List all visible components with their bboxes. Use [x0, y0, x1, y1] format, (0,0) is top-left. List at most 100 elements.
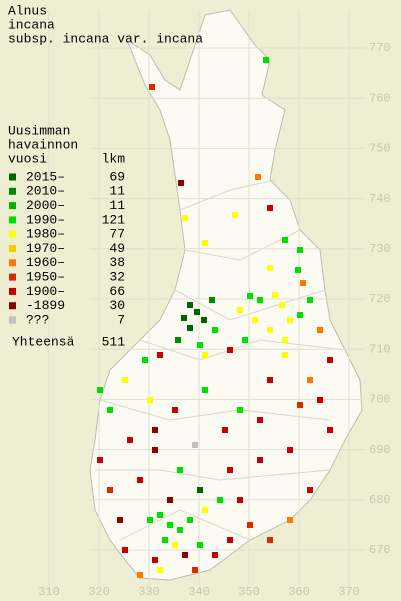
occurrence-square [147, 397, 153, 403]
occurrence-square [297, 402, 303, 408]
occurrence-square [227, 537, 233, 543]
occurrence-square [287, 517, 293, 523]
occurrence-square [97, 387, 103, 393]
occurrence-square [177, 527, 183, 533]
occurrence-square [197, 542, 203, 548]
legend-swatch [9, 202, 16, 210]
occurrence-square [147, 517, 153, 523]
occurrence-square [182, 215, 188, 221]
occurrence-square [181, 315, 187, 321]
occurrence-square [287, 317, 293, 323]
occurrence-square [172, 407, 178, 413]
legend-count: 32 [109, 270, 125, 285]
y-label: 770 [369, 41, 391, 55]
occurrence-square [152, 427, 158, 433]
legend-swatch [9, 245, 16, 252]
occurrence-square [178, 180, 184, 186]
occurrence-square [267, 537, 273, 543]
y-label: 750 [369, 142, 391, 156]
total-count: 511 [102, 334, 126, 349]
occurrence-square [242, 337, 248, 343]
occurrence-square [267, 205, 273, 211]
occurrence-square [327, 427, 333, 433]
legend-swatch [9, 259, 16, 267]
occurrence-square [300, 280, 306, 286]
legend-count: 7 [117, 312, 125, 327]
occurrence-square [192, 567, 198, 573]
legend-count: 30 [109, 298, 125, 313]
occurrence-square [202, 240, 208, 246]
legend-count: 11 [109, 184, 125, 199]
legend-swatch [9, 173, 16, 181]
y-label: 730 [369, 242, 391, 256]
occurrence-square [297, 312, 303, 318]
occurrence-square [157, 512, 163, 518]
occurrence-square [172, 542, 178, 548]
x-label: 360 [288, 585, 310, 599]
occurrence-square [152, 557, 158, 563]
occurrence-square [282, 352, 288, 358]
legend-label: 1950– [26, 270, 65, 285]
occurrence-square [107, 407, 113, 413]
occurrence-square [212, 327, 218, 333]
occurrence-square [187, 302, 193, 308]
occurrence-square [127, 437, 133, 443]
occurrence-square [149, 84, 155, 90]
legend-label: 1960– [26, 255, 65, 270]
occurrence-square [267, 265, 273, 271]
legend-heading: havainnon [8, 137, 78, 152]
legend-count: 49 [109, 241, 125, 256]
y-label: 760 [369, 91, 391, 105]
occurrence-square [197, 487, 203, 493]
occurrence-square [317, 397, 323, 403]
occurrence-square [272, 292, 278, 298]
legend-label: ??? [26, 312, 49, 327]
occurrence-square [201, 317, 207, 323]
occurrence-square [227, 347, 233, 353]
occurrence-square [282, 237, 288, 243]
y-label: 710 [369, 342, 391, 356]
x-label: 320 [88, 585, 110, 599]
occurrence-square [247, 293, 253, 299]
occurrence-square [295, 267, 301, 273]
legend-col-year: vuosi [8, 151, 47, 166]
occurrence-square [255, 174, 261, 180]
occurrence-square [97, 457, 103, 463]
legend-swatch [9, 216, 16, 224]
legend-count: 66 [109, 284, 125, 299]
occurrence-square [263, 57, 269, 63]
legend-label: 1990– [26, 212, 65, 227]
y-label: 690 [369, 443, 391, 457]
legend-label: 2015– [26, 169, 65, 184]
legend-label: 1900– [26, 284, 65, 299]
legend-count: 38 [109, 255, 125, 270]
legend-swatch [9, 187, 16, 195]
occurrence-square [197, 342, 203, 348]
occurrence-square [287, 447, 293, 453]
title-line: incana [8, 17, 55, 32]
y-label: 700 [369, 393, 391, 407]
occurrence-square [257, 417, 263, 423]
occurrence-square [257, 297, 263, 303]
title-line: subsp. incana var. incana [8, 31, 203, 46]
legend-label: 1980– [26, 227, 65, 242]
legend-swatch [9, 230, 16, 238]
occurrence-square [182, 552, 188, 558]
occurrence-square [317, 327, 323, 333]
occurrence-square [209, 297, 215, 303]
occurrence-square [194, 309, 200, 315]
legend-count: 69 [109, 169, 125, 184]
occurrence-square [137, 572, 143, 578]
occurrence-square [187, 325, 193, 331]
occurrence-square [122, 377, 128, 383]
legend-heading: Uusimman [8, 123, 70, 138]
occurrence-square [307, 377, 313, 383]
occurrence-square [279, 302, 285, 308]
x-label: 310 [38, 585, 60, 599]
occurrence-square [192, 442, 198, 448]
legend-col-count: lkm [102, 151, 126, 166]
occurrence-square [222, 427, 228, 433]
occurrence-square [202, 387, 208, 393]
x-label: 370 [338, 585, 360, 599]
